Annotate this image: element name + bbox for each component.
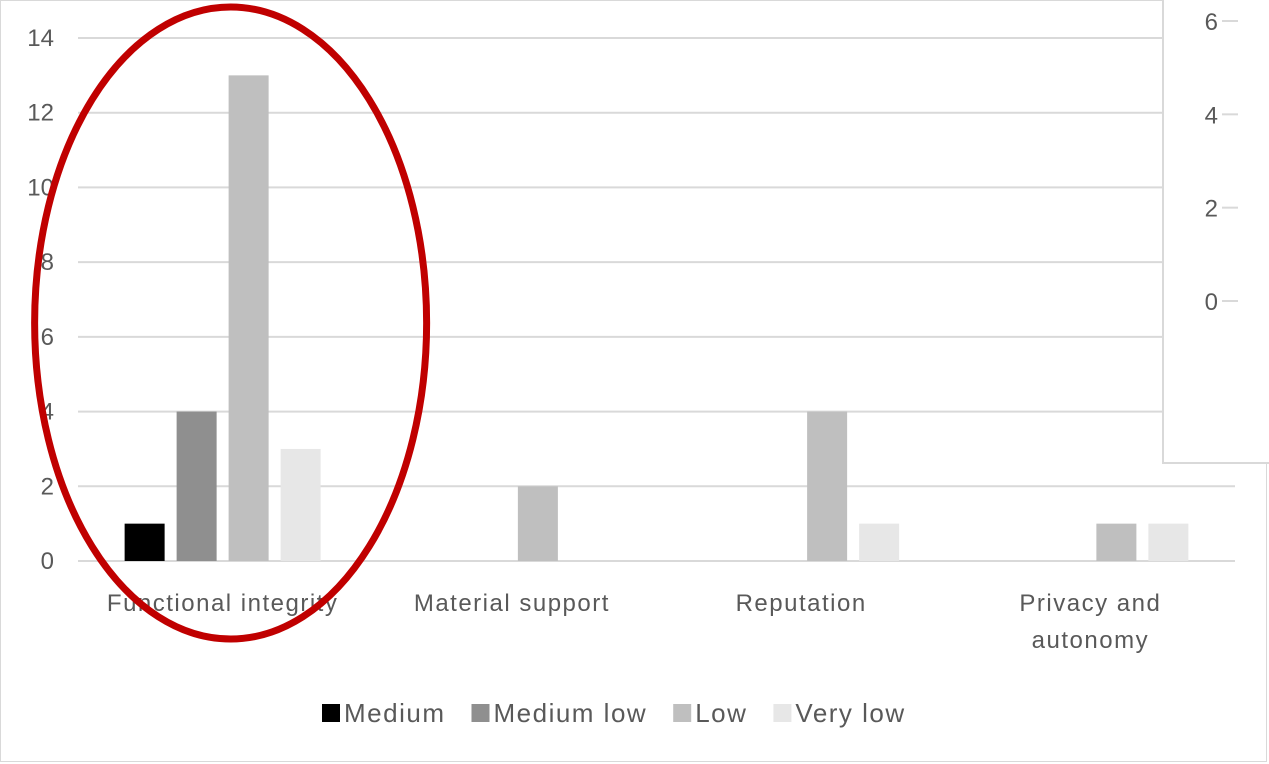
y-tick-label: 14 xyxy=(27,25,54,52)
inset-y-tick-label: 4 xyxy=(1205,102,1218,129)
legend-label: Very low xyxy=(795,698,905,728)
bar xyxy=(517,486,558,561)
y-tick-label: 8 xyxy=(41,249,54,276)
bar xyxy=(176,411,217,561)
bar xyxy=(1148,523,1189,561)
legend-swatch xyxy=(673,704,692,722)
x-tick-label: Privacy and xyxy=(1019,590,1161,617)
x-tick-label: autonomy xyxy=(1032,627,1149,654)
bar xyxy=(807,411,848,561)
inset-y-tick-label: 2 xyxy=(1205,196,1218,223)
x-tick-label: Material support xyxy=(414,590,610,617)
y-tick-label: 2 xyxy=(41,473,54,500)
bar xyxy=(1096,523,1137,561)
inset-y-tick-label: 6 xyxy=(1205,9,1218,36)
bars xyxy=(124,75,1189,561)
bar xyxy=(280,448,321,561)
legend-label: Medium xyxy=(344,698,445,728)
highlight-ellipse xyxy=(31,3,431,643)
legend-swatch xyxy=(773,704,792,722)
inset-panel xyxy=(1162,0,1269,464)
bar xyxy=(228,75,269,561)
x-tick-label: Reputation xyxy=(736,590,867,617)
x-axis: Functional integrity Material support Repu… xyxy=(107,590,1161,654)
legend-swatch xyxy=(471,704,490,722)
inset-y-tick-label: 0 xyxy=(1205,289,1218,316)
legend: Medium Medium low Low Very low xyxy=(322,698,905,728)
y-tick-label: 12 xyxy=(27,100,54,127)
y-tick-label: 0 xyxy=(41,548,54,575)
legend-swatch xyxy=(322,704,340,722)
y-tick-label: 6 xyxy=(41,324,54,351)
inset-chart: 0 2 4 6 xyxy=(1162,0,1269,464)
bar xyxy=(124,523,165,561)
bar xyxy=(859,523,900,561)
legend-label: Low xyxy=(695,698,747,728)
gridlines xyxy=(78,37,1235,562)
legend-label: Medium low xyxy=(493,698,647,728)
